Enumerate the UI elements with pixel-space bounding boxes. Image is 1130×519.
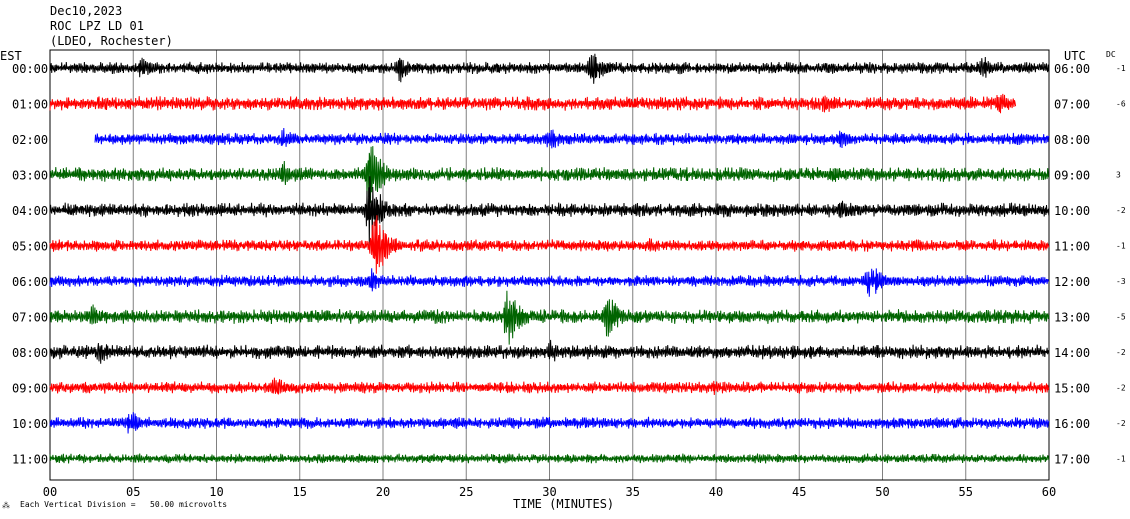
left-zone-label: EST <box>0 49 22 63</box>
utc-time-label: 16:00 <box>1054 417 1090 431</box>
seismic-trace <box>49 412 1050 434</box>
right-zone-label: UTC <box>1064 49 1086 63</box>
seismic-trace <box>49 268 1050 297</box>
utc-time-label: 07:00 <box>1054 98 1090 112</box>
x-tick-label: 45 <box>792 485 806 499</box>
local-time-label: 07:00 <box>12 311 48 325</box>
x-tick-label: 05 <box>126 485 140 499</box>
local-time-labels: 00:00 01:00 02:00 03:00 04:00 05:00 06:00 07:00… <box>12 62 48 467</box>
local-time-label: 00:00 <box>12 62 48 76</box>
x-tick-label: 55 <box>959 485 973 499</box>
local-time-label: 09:00 <box>12 382 48 396</box>
dc-offset-labels: -1 -6 3 -2 -1 -3 -5 -2 -2 -2 -1 <box>1116 64 1126 464</box>
local-time-label: 01:00 <box>12 98 48 112</box>
network-label: (LDEO, Rochester) <box>50 34 173 48</box>
dc-offset-label: -3 <box>1116 277 1126 286</box>
x-axis-label: TIME (MINUTES) <box>513 497 614 511</box>
utc-time-label: 08:00 <box>1054 133 1090 147</box>
local-time-label: 05:00 <box>12 240 48 254</box>
x-tick-label: 30 <box>542 485 556 499</box>
seismic-trace <box>49 339 1050 364</box>
x-tick-label: 50 <box>875 485 889 499</box>
local-time-label: 08:00 <box>12 346 48 360</box>
dc-offset-label: -2 <box>1116 206 1126 215</box>
local-time-label: 04:00 <box>12 204 48 218</box>
trace-group <box>49 53 1050 464</box>
utc-time-label: 17:00 <box>1054 453 1090 467</box>
utc-time-label: 06:00 <box>1054 62 1090 76</box>
x-tick-label: 20 <box>376 485 390 499</box>
utc-time-label: 14:00 <box>1054 346 1090 360</box>
dc-offset-label: -6 <box>1116 100 1126 109</box>
x-tick-label: 00 <box>43 485 57 499</box>
x-tick-label: 60 <box>1042 485 1056 499</box>
x-tick-label: 40 <box>709 485 723 499</box>
dc-offset-label: -1 <box>1116 242 1126 251</box>
grid-lines <box>132 50 967 480</box>
local-time-label: 06:00 <box>12 275 48 289</box>
dc-offset-label: -2 <box>1116 348 1126 357</box>
seismic-trace <box>49 93 1017 114</box>
plot-frame <box>49 49 1050 481</box>
local-time-label: 03:00 <box>12 169 48 183</box>
utc-time-label: 15:00 <box>1054 382 1090 396</box>
x-tick-label: 25 <box>459 485 473 499</box>
scale-note: Each Vertical Division = 50.00 microvolt… <box>20 500 228 509</box>
seismic-trace <box>49 53 1050 84</box>
seismic-trace <box>49 215 1050 274</box>
dc-offset-label: -2 <box>1116 384 1126 393</box>
dc-offset-label: -1 <box>1116 455 1126 464</box>
utc-time-label: 11:00 <box>1054 240 1090 254</box>
dc-offset-label: -1 <box>1116 64 1126 73</box>
utc-time-label: 13:00 <box>1054 311 1090 325</box>
dc-offset-label: -2 <box>1116 419 1126 428</box>
utc-time-label: 09:00 <box>1054 169 1090 183</box>
scale-note-icon: ⁂ <box>2 501 10 510</box>
x-tick-label: 15 <box>293 485 307 499</box>
dc-header: DC <box>1106 50 1116 59</box>
dc-offset-label: 3 <box>1116 171 1121 180</box>
x-tick-labels: 00 05 10 15 20 25 30 35 40 45 50 55 60 <box>43 485 1056 499</box>
local-time-label: 10:00 <box>12 417 48 431</box>
utc-time-labels: 06:00 07:00 08:00 09:00 10:00 11:00 12:00 13:00… <box>1054 62 1090 467</box>
utc-time-label: 10:00 <box>1054 204 1090 218</box>
plot-date: Dec10,2023 <box>50 4 123 18</box>
seismic-trace <box>94 127 1050 149</box>
seismic-trace <box>49 146 1050 203</box>
x-tick-label: 10 <box>209 485 223 499</box>
seismic-trace <box>49 176 1050 248</box>
seismic-trace <box>49 453 1050 464</box>
seismic-trace <box>49 377 1050 396</box>
seismic-trace <box>49 290 1050 345</box>
local-time-label: 11:00 <box>12 453 48 467</box>
x-tick-label: 35 <box>626 485 640 499</box>
utc-time-label: 12:00 <box>1054 275 1090 289</box>
dc-offset-label: -5 <box>1116 313 1126 322</box>
local-time-label: 02:00 <box>12 133 48 147</box>
station-label: ROC LPZ LD 01 <box>50 19 144 33</box>
